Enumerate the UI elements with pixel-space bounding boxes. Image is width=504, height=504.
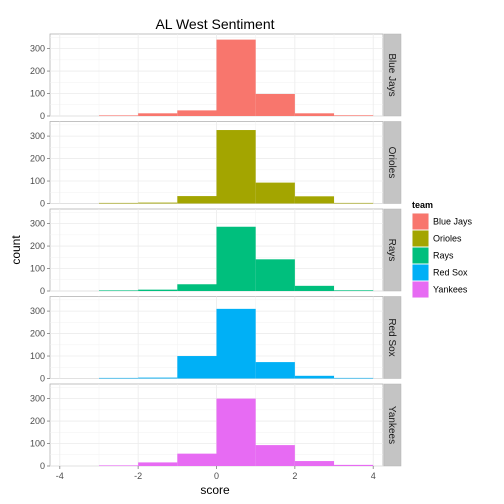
y-tick-label: 100: [30, 264, 45, 274]
facet-panel-4: 0 100 200 300 Yankees: [30, 383, 402, 471]
y-tick-label: 0: [40, 199, 45, 209]
histogram-bar: [177, 453, 217, 466]
facet-strip-label: Red Sox: [386, 318, 397, 356]
y-tick-label: 300: [30, 131, 45, 141]
histogram-bar: [255, 445, 295, 466]
facet-strip: [383, 383, 402, 467]
y-tick-label: 200: [30, 241, 45, 251]
histogram-bar: [216, 39, 256, 116]
histogram-bar: [255, 182, 295, 204]
histogram-bar: [216, 130, 256, 204]
y-tick-label: 200: [30, 154, 45, 164]
histogram-bar: [294, 375, 335, 379]
y-tick-label: 300: [30, 44, 45, 54]
legend-swatch: [412, 213, 429, 230]
histogram-bar: [294, 113, 335, 116]
y-tick-label: 0: [40, 111, 45, 121]
histogram-bar: [294, 461, 335, 466]
legend-swatch: [412, 281, 429, 298]
histogram-bar: [138, 202, 178, 204]
y-tick-label: 300: [30, 219, 45, 229]
histogram-bar: [216, 398, 256, 466]
x-tick-label: 2: [292, 471, 297, 481]
histogram-bar: [177, 356, 217, 379]
legend-swatch: [412, 247, 429, 264]
histogram-bar: [98, 377, 139, 379]
histogram-bar: [294, 196, 335, 204]
y-tick-label: 200: [30, 66, 45, 76]
histogram-bar: [216, 226, 256, 291]
histogram-bar: [98, 290, 139, 291]
histogram-bar: [334, 464, 374, 466]
x-axis: -4 -2 0 2 4: [56, 466, 376, 481]
x-tick-label: 4: [371, 471, 376, 481]
y-tick-label: 100: [30, 176, 45, 186]
facet-strip-label: Rays: [386, 239, 397, 262]
y-tick-label: 300: [30, 306, 45, 316]
histogram-bar: [334, 290, 374, 291]
x-tick-label: 0: [214, 471, 219, 481]
legend-title: team: [412, 200, 433, 210]
facet-strip-label: Blue Jays: [386, 53, 397, 96]
histogram-bar: [294, 285, 335, 291]
x-axis-title: score: [200, 483, 230, 497]
histogram-bar: [255, 93, 295, 116]
y-tick-label: 300: [30, 394, 45, 404]
legend-swatch: [412, 264, 429, 281]
y-tick-label: 0: [40, 286, 45, 296]
legend-label: Red Sox: [433, 268, 468, 278]
facet-strip: [383, 33, 402, 117]
legend-label: Blue Jays: [433, 217, 473, 227]
facet-strip-label: Orioles: [386, 147, 397, 179]
x-tick-label: -4: [56, 471, 64, 481]
histogram-bar: [138, 377, 178, 379]
facet-panels: 0 100 200 300 Blue Jays 0 100 200 300 Orioles 0 100…: [30, 33, 402, 471]
histogram-bar: [177, 110, 217, 116]
y-tick-label: 200: [30, 416, 45, 426]
x-tick-label: -2: [134, 471, 142, 481]
histogram-bar: [334, 202, 374, 204]
legend-label: Orioles: [433, 234, 462, 244]
facet-panel-0: 0 100 200 300 Blue Jays: [30, 33, 402, 121]
histogram-bar: [334, 377, 374, 379]
y-tick-label: 200: [30, 329, 45, 339]
chart-title: AL West Sentiment: [155, 16, 274, 32]
histogram-bar: [138, 113, 178, 116]
legend-label: Rays: [433, 251, 454, 261]
facet-strip: [383, 121, 402, 204]
legend: team Blue Jays Orioles Rays Red Sox Yankees: [411, 200, 473, 299]
histogram-bar: [216, 308, 256, 379]
facet-strip: [383, 208, 402, 292]
histogram-bar: [255, 259, 295, 291]
facet-strip: [383, 296, 402, 379]
histogram-bar: [255, 362, 295, 379]
histogram-bar: [138, 289, 178, 291]
facet-strip-label: Yankees: [386, 406, 397, 444]
histogram-bar: [334, 115, 374, 116]
y-tick-label: 100: [30, 351, 45, 361]
facet-panel-2: 0 100 200 300 Rays: [30, 208, 402, 296]
facet-panel-3: 0 100 200 300 Red Sox: [30, 296, 402, 384]
y-tick-label: 100: [30, 439, 45, 449]
histogram-bar: [98, 202, 139, 204]
y-axis-title: count: [9, 235, 23, 265]
y-tick-label: 0: [40, 374, 45, 384]
legend-label: Yankees: [433, 285, 468, 295]
legend-swatch: [412, 230, 429, 247]
y-tick-label: 100: [30, 89, 45, 99]
histogram-bar: [177, 284, 217, 291]
histogram-bar: [177, 196, 217, 204]
histogram-bar: [98, 115, 139, 116]
histogram-bar: [98, 465, 139, 466]
facet-panel-1: 0 100 200 300 Orioles: [30, 121, 402, 209]
y-tick-label: 0: [40, 461, 45, 471]
histogram-bar: [138, 462, 178, 466]
